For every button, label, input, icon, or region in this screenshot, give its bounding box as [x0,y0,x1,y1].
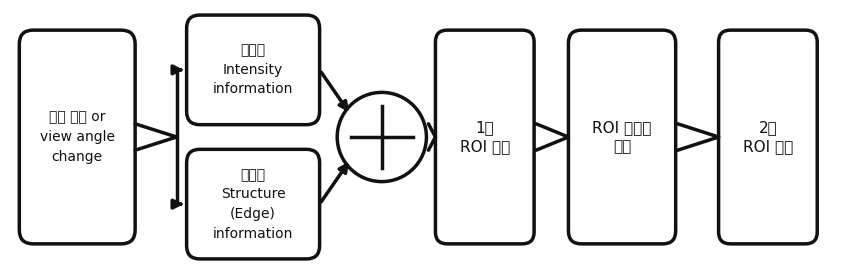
Text: 1차: 1차 [475,120,494,135]
FancyBboxPatch shape [435,30,534,244]
Text: 영상의: 영상의 [240,43,266,57]
FancyBboxPatch shape [718,30,817,244]
Text: 진단 시작 or: 진단 시작 or [49,110,106,124]
Text: information: information [213,82,293,96]
FancyBboxPatch shape [19,30,136,244]
FancyBboxPatch shape [186,15,319,125]
Text: information: information [213,227,293,241]
Text: (Edge): (Edge) [230,207,276,221]
Text: 검증: 검증 [613,139,631,154]
FancyBboxPatch shape [186,149,319,259]
Text: 2차: 2차 [758,120,777,135]
Text: ROI 추출: ROI 추출 [460,139,510,154]
Text: view angle: view angle [39,130,115,144]
Text: 영상의: 영상의 [240,168,266,182]
Text: Intensity: Intensity [223,63,283,77]
Text: ROI 추출: ROI 추출 [743,139,793,154]
Text: ROI 적합성: ROI 적합성 [592,120,652,135]
Text: change: change [51,150,103,164]
FancyBboxPatch shape [568,30,676,244]
Text: Structure: Structure [221,187,286,201]
